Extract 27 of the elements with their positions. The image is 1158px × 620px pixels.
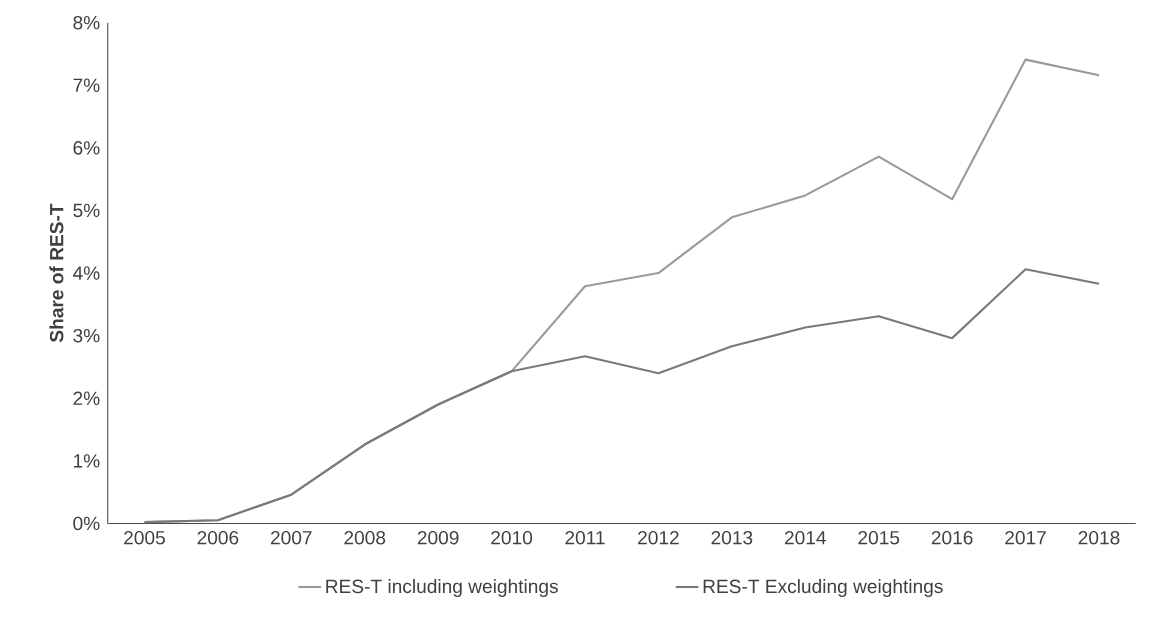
y-tick-label: 2% bbox=[73, 391, 100, 406]
x-tick-label: 2012 bbox=[638, 531, 679, 545]
x-tick-label: 2009 bbox=[417, 531, 459, 545]
y-tick-label: 1% bbox=[74, 454, 100, 468]
y-tick-label: 4% bbox=[72, 266, 100, 280]
y-tick-label: 3% bbox=[73, 328, 100, 343]
x-tick-label: 2014 bbox=[784, 531, 826, 545]
y-axis-title: Share of RES-T bbox=[49, 203, 64, 343]
x-tick-label: 2006 bbox=[197, 531, 239, 545]
y-tick-label: 5% bbox=[73, 203, 100, 218]
y-tick-label: 0% bbox=[73, 516, 100, 531]
x-tick-label: 2017 bbox=[1005, 531, 1046, 545]
x-tick-label: 2005 bbox=[124, 531, 165, 545]
x-tick-label: 2008 bbox=[344, 531, 386, 545]
x-tick-label: 2013 bbox=[711, 531, 753, 545]
x-tick-label: 2015 bbox=[858, 531, 900, 545]
x-tick-label: 2007 bbox=[270, 531, 312, 545]
x-tick-label: 2010 bbox=[491, 531, 533, 545]
y-tick-label: 8% bbox=[73, 16, 100, 30]
line-series bbox=[143, 268, 1101, 524]
x-tick-label: 2011 bbox=[565, 531, 605, 545]
y-tick-label: 6% bbox=[73, 141, 100, 155]
legend-label: RES-T including weightings bbox=[326, 579, 558, 598]
legend-label: RES-T Excluding weightings bbox=[703, 579, 943, 598]
x-tick-label: 2016 bbox=[931, 531, 973, 545]
x-tick-label: 2018 bbox=[1078, 531, 1120, 545]
y-tick-label: 7% bbox=[73, 78, 100, 93]
